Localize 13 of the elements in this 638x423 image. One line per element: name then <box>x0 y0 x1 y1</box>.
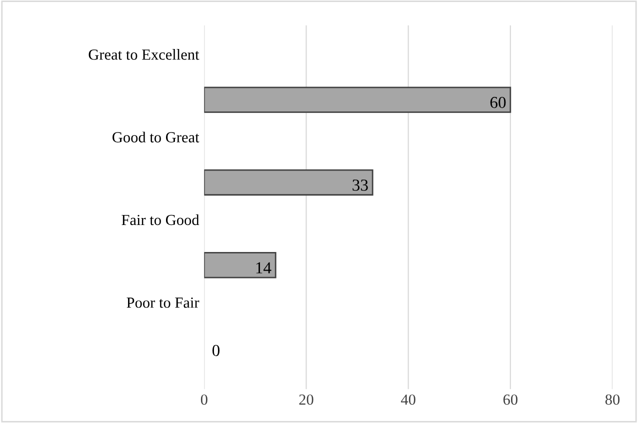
x-tick-label: 0 <box>200 394 208 405</box>
data-label: 33 <box>352 180 368 191</box>
x-tick-label: 40 <box>400 394 416 405</box>
x-tick-label: 20 <box>299 394 314 405</box>
y-tick-label: Fair to Good <box>122 214 200 226</box>
data-label: 14 <box>256 262 272 274</box>
data-label: 0 <box>212 344 220 356</box>
x-tick-label: 60 <box>503 394 518 405</box>
x-tick-label: 80 <box>605 394 620 405</box>
data-label: 60 <box>490 96 506 108</box>
y-tick-label: Great to Excellent <box>88 49 200 60</box>
y-tick-label: Good to Great <box>112 132 200 142</box>
y-tick-label: Poor to Fair <box>126 298 200 308</box>
